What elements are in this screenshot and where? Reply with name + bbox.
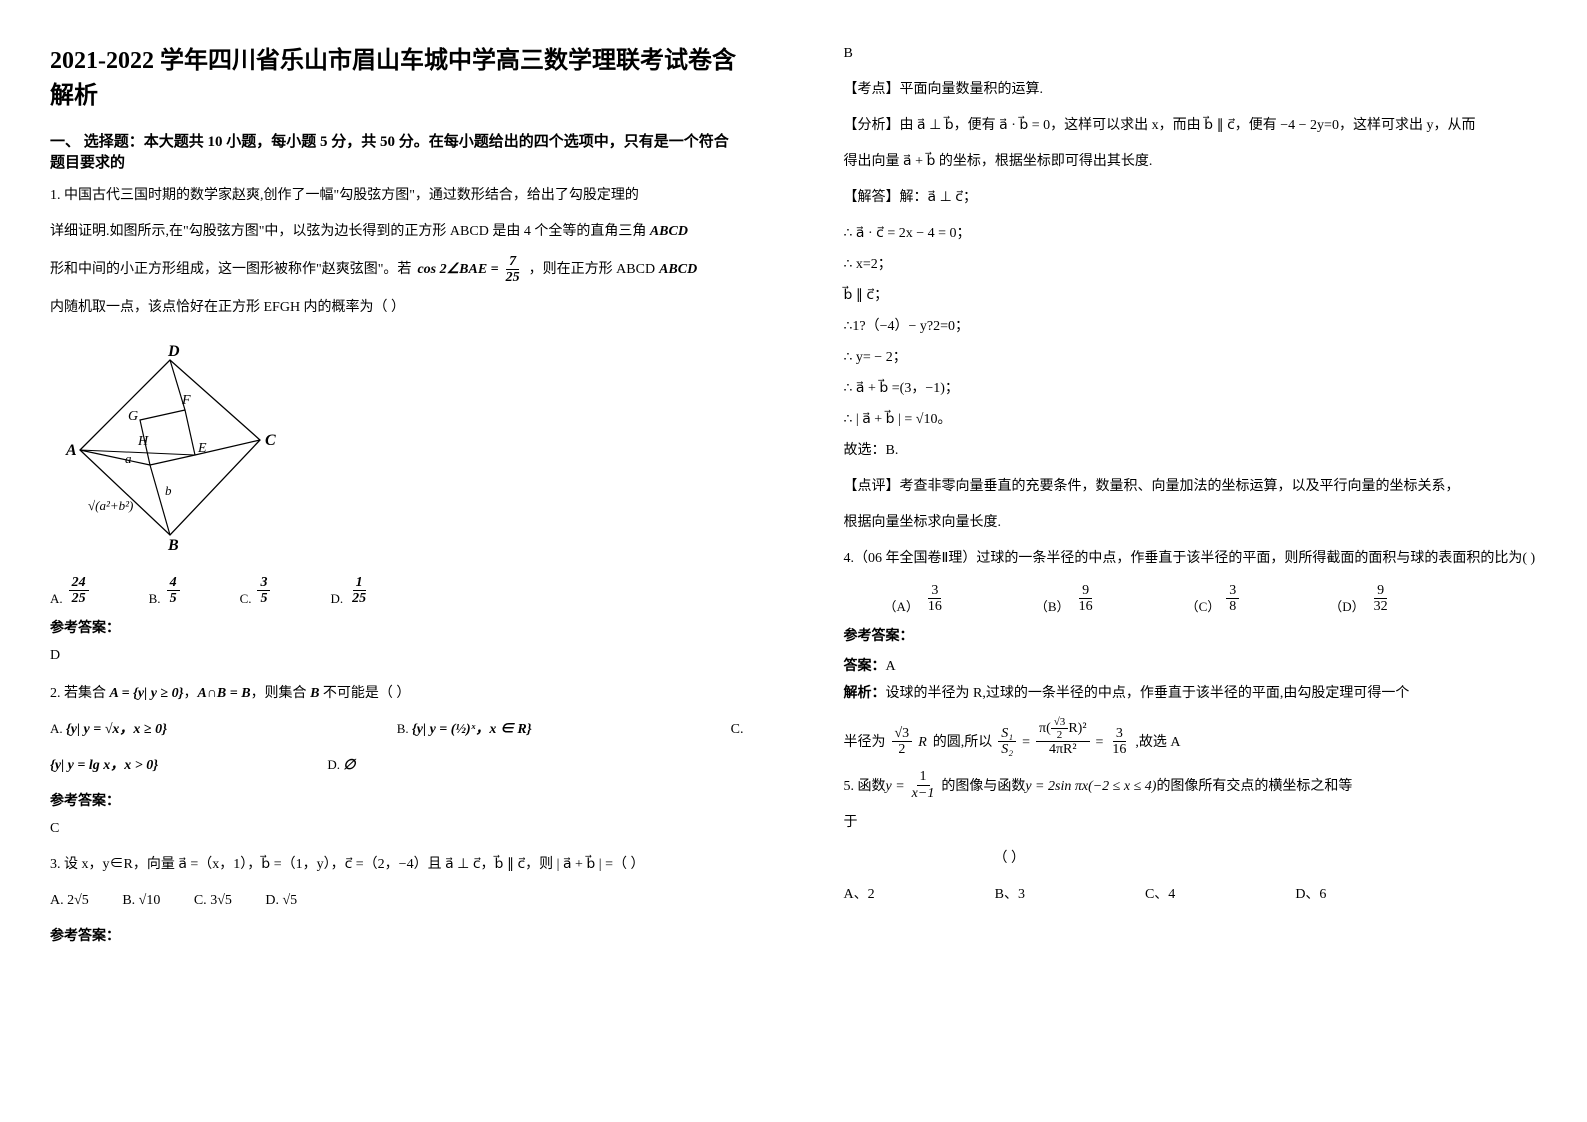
q3-fenxi: 【分析】由 a⃗ ⊥ b⃗，便有 a⃗ · b⃗ = 0，这样可以求出 x，而由…: [844, 112, 1538, 140]
gougu-diagram: D C B A F G H E a b √(a²+b²): [50, 340, 280, 550]
label-H: H: [137, 434, 149, 449]
q2-answer: C: [50, 815, 744, 843]
q3-step-6: ∴ | a⃗ + b⃗ | = √10。: [844, 406, 1538, 434]
right-column: B 【考点】平面向量数量积的运算. 【分析】由 a⃗ ⊥ b⃗，便有 a⃗ · …: [794, 0, 1587, 1122]
label-a: a: [125, 451, 132, 466]
q5-line1: 5. 函数 y = 1x−1 的图像与函数 y = 2sin πx(−2 ≤ x…: [844, 769, 1538, 801]
q1-cos-label: cos 2∠BAE =: [417, 256, 498, 284]
q1-line3b: ，则在正方形 ABCD: [529, 256, 655, 284]
q1-text-line4: 内随机取一点，该点恰好在正方形 EFGH 内的概率为（ ）: [50, 294, 744, 322]
q3-answer: B: [844, 40, 1538, 68]
q5-options: A、2 B、3 C、4 D、6: [844, 881, 1538, 909]
q3-dianping: 【点评】考查非零向量垂直的充要条件，数量积、向量加法的坐标运算，以及平行向量的坐…: [844, 473, 1538, 501]
q4-jiexi-1: 解析：设球的半径为 R,过球的一条半径的中点，作垂直于该半径的平面,由勾股定理可…: [844, 680, 1538, 708]
label-A: A: [65, 442, 77, 459]
q5-line2: 于: [844, 809, 1538, 837]
q3-dianping-2: 根据向量坐标求向量长度.: [844, 509, 1538, 537]
q4-options: （A）316 （B）916 （C）38 （D）932: [884, 583, 1538, 615]
q3-step-5: ∴ a⃗ + b⃗ =(3，−1)；: [844, 375, 1538, 403]
label-E: E: [197, 441, 207, 456]
q2-options-row2: {y| y = lg x，x > 0} D. ∅: [50, 752, 744, 780]
label-D: D: [167, 343, 180, 360]
q1-ref-answer-label: 参考答案：: [50, 617, 744, 637]
label-C: C: [265, 432, 276, 449]
label-G: G: [128, 409, 138, 424]
q3-guxuan: 故选：B.: [844, 437, 1538, 465]
q3-kaodian: 【考点】平面向量数量积的运算.: [844, 76, 1538, 104]
label-B: B: [167, 537, 179, 550]
label-hyp: √(a²+b²): [88, 498, 133, 513]
label-F: F: [181, 393, 191, 408]
q3-ref-answer-label: 参考答案：: [50, 925, 744, 945]
q4-answer: 答案：A: [844, 655, 1538, 675]
q1-text-line1: 1. 中国古代三国时期的数学家赵爽,创作了一幅"勾股弦方图"，通过数形结合，给出…: [50, 182, 744, 210]
q1-line2-text: 详细证明.如图所示,在"勾股弦方图"中，以弦为边长得到的正方形 ABCD 是由 …: [50, 224, 646, 239]
q5-paren: （ ）: [994, 845, 1538, 873]
q2-ref-answer-label: 参考答案：: [50, 790, 744, 810]
q1-text-line3: 形和中间的小正方形组成，这一图形被称作"赵爽弦图"。若 cos 2∠BAE = …: [50, 254, 744, 286]
q3-step-1: ∴ x=2；: [844, 251, 1538, 279]
q4-text: 4.（06 年全国卷Ⅱ理）过球的一条半径的中点，作垂直于该半径的平面，则所得截面…: [844, 545, 1538, 573]
q3-step-4: ∴ y= − 2；: [844, 344, 1538, 372]
q2-options-row1: A. {y| y = √x，x ≥ 0} B. {y| y = (½)ˣ，x ∈…: [50, 716, 744, 744]
q1-text-line2: 详细证明.如图所示,在"勾股弦方图"中，以弦为边长得到的正方形 ABCD 是由 …: [50, 218, 744, 246]
q3-step-3: ∴1?（−4）− y?2=0；: [844, 313, 1538, 341]
label-b: b: [165, 483, 172, 498]
q1-options: A.2425 B.45 C.35 D.125: [50, 575, 744, 607]
q3-jieda-start: 【解答】解：a⃗ ⊥ c⃗；: [844, 184, 1538, 212]
q4-jiexi-2: 半径为 √32R 的圆,所以 S₁S₂ = π(√32R)²4πR² = 316…: [844, 716, 1538, 758]
q3-text: 3. 设 x，y∈R，向量 a⃗ =（x，1），b⃗ =（1，y），c⃗ =（2…: [50, 851, 744, 879]
q1-line3a: 形和中间的小正方形组成，这一图形被称作"赵爽弦图"。若: [50, 256, 411, 284]
left-column: 2021-2022 学年四川省乐山市眉山车城中学高三数学理联考试卷含解析 一、 …: [0, 0, 794, 1122]
q4-ref-answer-label: 参考答案：: [844, 625, 1538, 645]
q3-step-0: ∴ a⃗ · c⃗ = 2x − 4 = 0；: [844, 220, 1538, 248]
q1-answer: D: [50, 642, 744, 670]
section-1-heading: 一、 选择题：本大题共 10 小题，每小题 5 分，共 50 分。在每小题给出的…: [50, 130, 744, 172]
q3-step-2: b⃗ ∥ c⃗；: [844, 282, 1538, 310]
q2-text: 2. 若集合 A = {y| y ≥ 0}，A∩B = B，则集合 B 不可能是…: [50, 680, 744, 708]
main-title: 2021-2022 学年四川省乐山市眉山车城中学高三数学理联考试卷含解析: [50, 40, 744, 110]
q3-options: A. 2√5 B. √10 C. 3√5 D. √5: [50, 887, 744, 915]
q3-fenxi-2: 得出向量 a⃗ + b⃗ 的坐标，根据坐标即可得出其长度.: [844, 148, 1538, 176]
